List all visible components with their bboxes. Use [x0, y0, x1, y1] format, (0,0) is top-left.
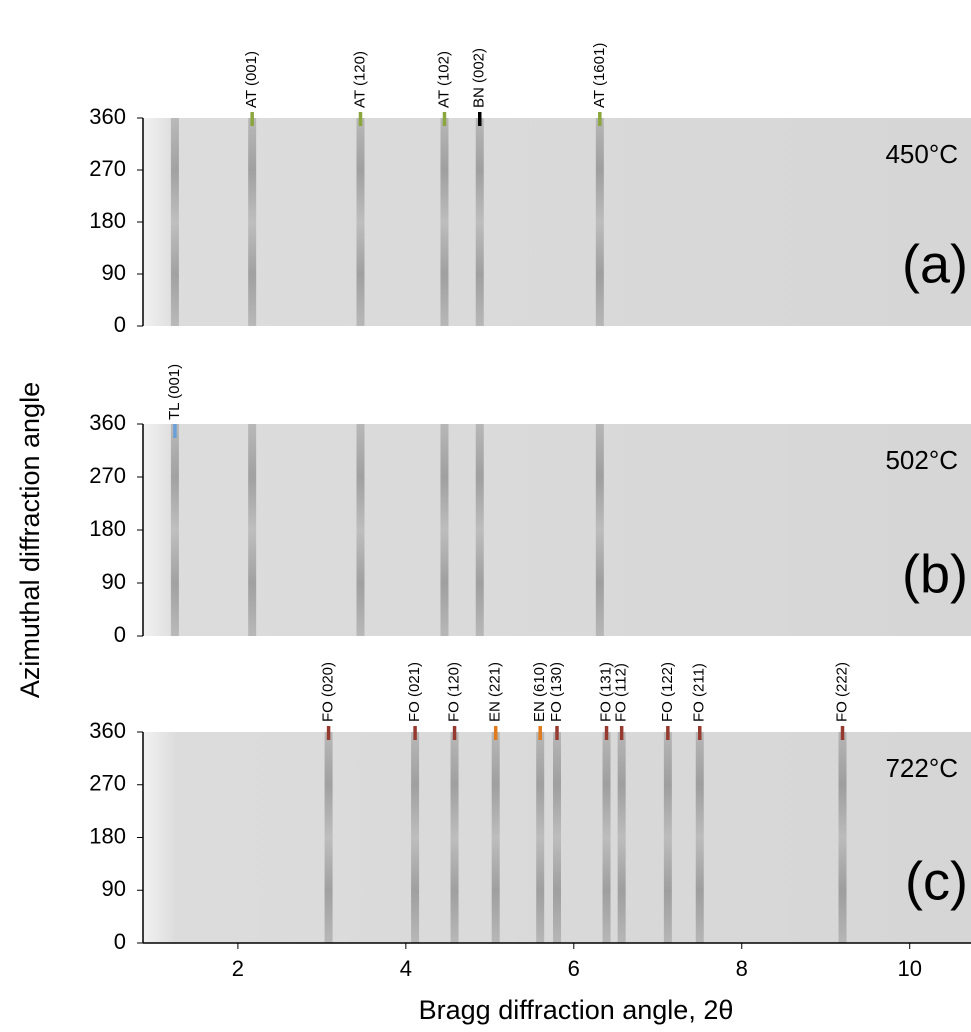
y-tick-label: 180	[89, 823, 126, 848]
diffraction-ring	[838, 732, 847, 943]
x-tick-label: 4	[400, 956, 412, 981]
peak-label: BN (002)	[471, 48, 488, 108]
x-axis-title: Bragg diffraction angle, 2θ	[419, 995, 734, 1025]
y-tick-label: 360	[89, 104, 126, 129]
panel-label: (b)	[902, 544, 968, 604]
y-tick-label: 360	[89, 410, 126, 435]
y-tick-label: 270	[89, 156, 126, 181]
y-tick-label: 270	[89, 771, 126, 796]
detector-image	[143, 118, 971, 326]
diffraction-ring	[491, 732, 500, 943]
peak-label: AT (1601)	[591, 43, 608, 108]
peak-label: EN (610)	[531, 662, 548, 722]
y-tick-label: 90	[102, 260, 126, 285]
diffraction-ring	[324, 732, 333, 943]
x-tick-label: 8	[736, 956, 748, 981]
diffraction-ring	[248, 118, 257, 326]
peak-label: FO (130)	[548, 662, 565, 722]
y-tick-label: 180	[89, 516, 126, 541]
diffraction-ring	[595, 424, 604, 636]
diffraction-ring	[440, 118, 449, 326]
diffraction-ring	[440, 424, 449, 636]
diffraction-ring	[411, 732, 420, 943]
y-axis-title: Azimuthal diffraction angle	[15, 382, 45, 698]
y-tick-label: 0	[114, 312, 126, 337]
diffraction-ring	[695, 732, 704, 943]
peak-label: FO (211)	[691, 663, 708, 722]
diffraction-ring	[248, 424, 257, 636]
peak-label: FO (120)	[446, 662, 463, 722]
y-tick-label: 90	[102, 876, 126, 901]
temperature-label: 450°C	[885, 139, 958, 169]
diffraction-ring	[170, 424, 179, 636]
diffraction-ring	[663, 732, 672, 943]
diffraction-ring	[450, 732, 459, 943]
peak-label: FO (122)	[659, 662, 676, 722]
peak-label: EN (221)	[487, 662, 504, 722]
panel-label: (a)	[902, 234, 968, 294]
y-tick-label: 180	[89, 208, 126, 233]
x-tick-label: 2	[232, 956, 244, 981]
panel-label: (c)	[905, 851, 968, 911]
y-tick-label: 360	[89, 718, 126, 743]
peak-label: FO (112)	[613, 663, 630, 722]
peak-label: FO (222)	[833, 662, 850, 722]
y-tick-label: 0	[114, 929, 126, 954]
temperature-label: 722°C	[885, 753, 958, 783]
y-tick-label: 90	[102, 569, 126, 594]
y-tick-label: 270	[89, 463, 126, 488]
diffraction-ring	[536, 732, 545, 943]
y-tick-label: 0	[114, 622, 126, 647]
peak-label: TL (001)	[166, 364, 183, 420]
detector-image	[143, 424, 971, 636]
diffraction-ring	[356, 118, 365, 326]
peak-label: AT (120)	[351, 51, 368, 108]
peak-label: FO (131)	[598, 662, 615, 722]
diffraction-ring	[602, 732, 611, 943]
x-tick-label: 6	[568, 956, 580, 981]
peak-label: AT (001)	[243, 51, 260, 108]
x-tick-label: 10	[897, 956, 921, 981]
diffraction-ring	[617, 732, 626, 943]
peak-label: AT (102)	[435, 51, 452, 108]
diffraction-ring	[475, 118, 484, 326]
peak-label: FO (021)	[406, 662, 423, 722]
diffraction-ring	[553, 732, 561, 943]
diffraction-ring	[170, 118, 179, 326]
temperature-label: 502°C	[885, 445, 958, 475]
diffraction-ring	[595, 118, 604, 326]
diffraction-ring	[475, 424, 484, 636]
peak-label: FO (020)	[320, 662, 337, 722]
diffraction-ring	[356, 424, 365, 636]
